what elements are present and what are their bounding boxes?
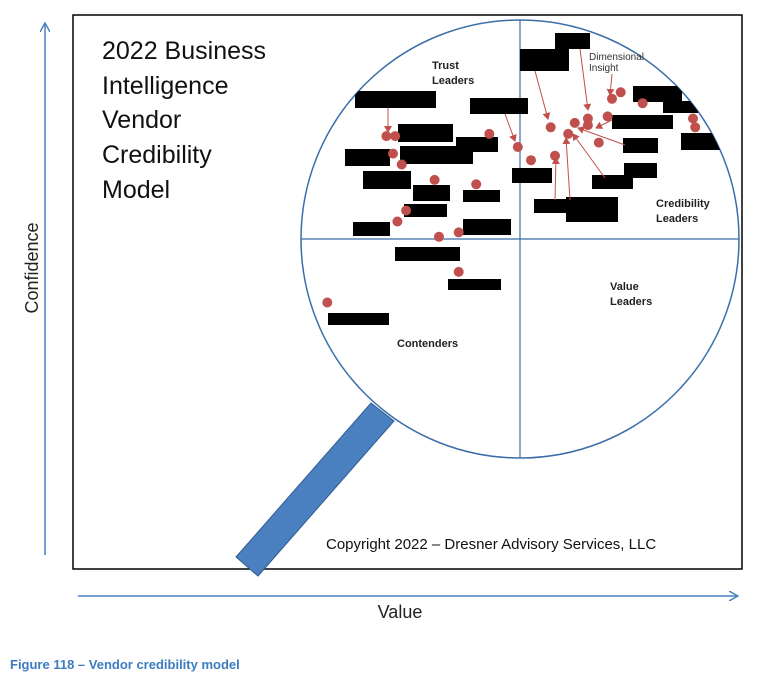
redaction-box: [448, 279, 501, 290]
data-point: [688, 113, 698, 124]
data-point: [550, 150, 560, 161]
quadrant-label-contenders: Contenders: [397, 338, 458, 350]
redaction-box: [398, 124, 453, 142]
redaction-box: [345, 149, 390, 166]
redaction-box: [663, 101, 698, 113]
data-points: [322, 87, 701, 308]
leader-arrow: [551, 157, 560, 201]
data-point: [434, 231, 444, 242]
redaction-box: [400, 146, 473, 164]
annotation-line: Dimensional: [589, 52, 644, 63]
data-point: [593, 137, 604, 148]
data-point: [381, 131, 392, 142]
leader-arrow: [595, 119, 613, 129]
redaction-box: [623, 138, 658, 153]
redaction-box: [413, 185, 450, 201]
redacted-labels: [328, 33, 723, 325]
chart-title: 2022 Business Intelligence Vendor Credib…: [102, 37, 270, 204]
data-point: [569, 117, 580, 128]
chart-title-line: Intelligence: [102, 72, 228, 100]
redaction-box: [624, 163, 657, 178]
x-axis-label: Value: [378, 602, 423, 622]
data-point: [690, 122, 701, 133]
data-point: [392, 216, 403, 227]
quadrant-label-credibility-leaders: Credibility Leaders: [656, 194, 714, 225]
data-point: [526, 155, 536, 166]
data-point: [471, 179, 482, 190]
redaction-box: [456, 137, 498, 152]
data-point: [390, 131, 401, 142]
annotation-line: Insight: [589, 63, 619, 74]
data-point: [602, 111, 613, 122]
quadrant-label-line: Trust: [432, 60, 459, 72]
redaction-box: [520, 49, 569, 71]
quadrant-label-value-leaders: Value Leaders: [610, 277, 652, 308]
leader-arrow: [534, 70, 551, 120]
redaction-box: [512, 168, 552, 183]
data-point: [563, 128, 574, 139]
redaction-box: [633, 86, 682, 102]
magnifier-handle-icon: [235, 402, 395, 577]
leader-arrow: [504, 113, 517, 142]
quadrant-label-trust-leaders: Trust Leaders: [432, 56, 474, 87]
data-point: [388, 148, 398, 159]
copyright-text: Copyright 2022 – Dresner Advisory Servic…: [326, 536, 656, 553]
quadrant-label-line: Leaders: [656, 213, 698, 225]
redaction-box: [592, 175, 633, 189]
data-point: [607, 93, 617, 104]
redaction-box: [463, 190, 500, 202]
data-point: [545, 122, 556, 133]
redaction-box: [363, 171, 411, 189]
plot-frame: [72, 14, 743, 570]
redaction-box: [355, 91, 436, 108]
redaction-box: [328, 313, 389, 325]
redaction-box: [404, 204, 447, 217]
quadrant-label-line: Leaders: [610, 296, 652, 308]
leader-arrows: [384, 48, 626, 201]
redaction-box: [566, 197, 618, 222]
quadrant-label-line: Credibility: [656, 198, 711, 210]
chart-title-line: Vendor: [102, 106, 181, 134]
quadrant-label-line: Contenders: [397, 338, 458, 350]
chart-title-line: Model: [102, 176, 170, 204]
leader-arrow: [577, 126, 626, 146]
redaction-box: [470, 98, 528, 114]
data-point: [453, 227, 464, 238]
redaction-box: [395, 247, 460, 261]
chart-title-line: 2022 Business: [102, 37, 266, 65]
redaction-box: [534, 199, 573, 213]
data-point: [401, 205, 412, 216]
chart-title-line: Credibility: [102, 141, 212, 169]
leader-arrow: [579, 48, 592, 111]
y-axis-label: Confidence: [22, 222, 42, 313]
data-point: [322, 297, 333, 308]
annotation-dimensional-insight: Dimensional Insight: [589, 47, 648, 74]
quadrant-label-line: Leaders: [432, 75, 474, 87]
data-point: [582, 120, 593, 131]
redaction-box: [555, 33, 590, 49]
redaction-box: [463, 219, 511, 235]
data-point: [453, 266, 464, 277]
data-point: [484, 128, 495, 139]
data-point: [615, 87, 626, 98]
quadrant-label-line: Value: [610, 281, 639, 293]
redaction-box: [681, 133, 723, 150]
leader-arrow: [606, 73, 615, 96]
leader-arrow: [572, 133, 606, 179]
data-point: [637, 98, 648, 109]
redaction-box: [612, 115, 673, 129]
figure-caption: Figure 118 – Vendor credibility model: [10, 657, 240, 672]
data-point: [429, 174, 440, 185]
redaction-box: [353, 222, 390, 236]
data-point: [512, 142, 523, 152]
data-point: [396, 159, 407, 170]
leader-arrow: [562, 137, 571, 201]
